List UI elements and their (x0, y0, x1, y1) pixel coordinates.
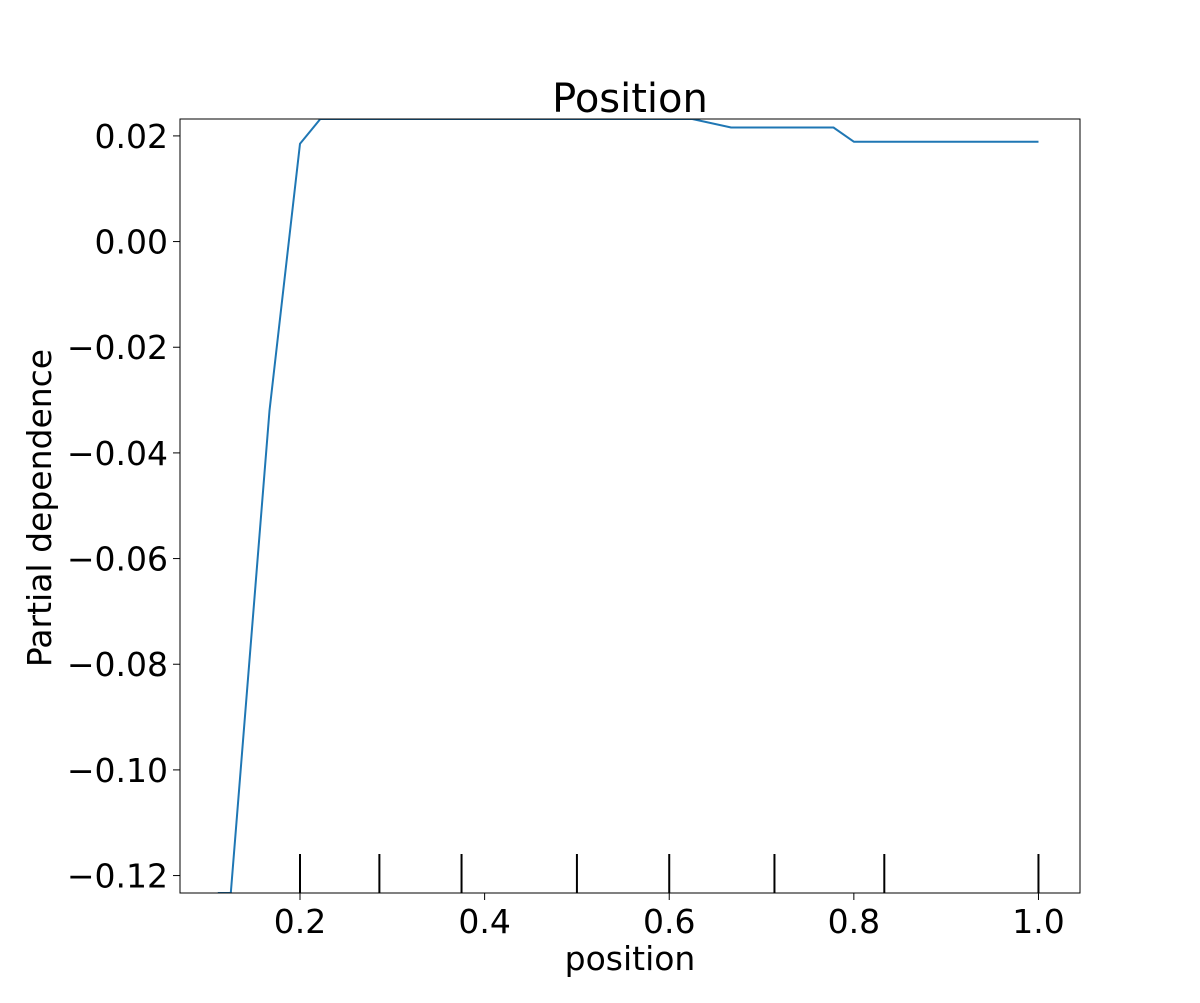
axes-frame (179, 118, 1081, 894)
y-axis-label: Partial dependence (20, 349, 59, 667)
y-tick-label-5: −0.08 (67, 645, 168, 684)
chart-title: Position (552, 76, 708, 122)
series-line-0 (217, 119, 1039, 893)
y-tick-label-2: −0.02 (67, 328, 168, 367)
x-axis-label: position (565, 939, 696, 978)
y-tick-label-7: −0.12 (67, 857, 168, 896)
x-tick-label-0: 0.2 (274, 902, 326, 941)
x-tick-label-3: 0.8 (828, 902, 880, 941)
y-tick-label-4: −0.06 (67, 540, 168, 579)
x-tick-label-2: 0.6 (643, 902, 695, 941)
y-tick-label-6: −0.10 (67, 751, 168, 790)
y-tick-label-0: 0.02 (95, 117, 168, 156)
y-tick-label-1: 0.00 (95, 223, 168, 262)
x-tick-label-4: 1.0 (1012, 902, 1064, 941)
x-tick-label-1: 0.4 (458, 902, 510, 941)
plot-area: 0.2 0.4 0.6 0.8 1.0 0.02 0.00 −0.02 −0.04 −0.06 −0… (67, 117, 1081, 941)
y-tick-label-3: −0.04 (67, 434, 168, 473)
